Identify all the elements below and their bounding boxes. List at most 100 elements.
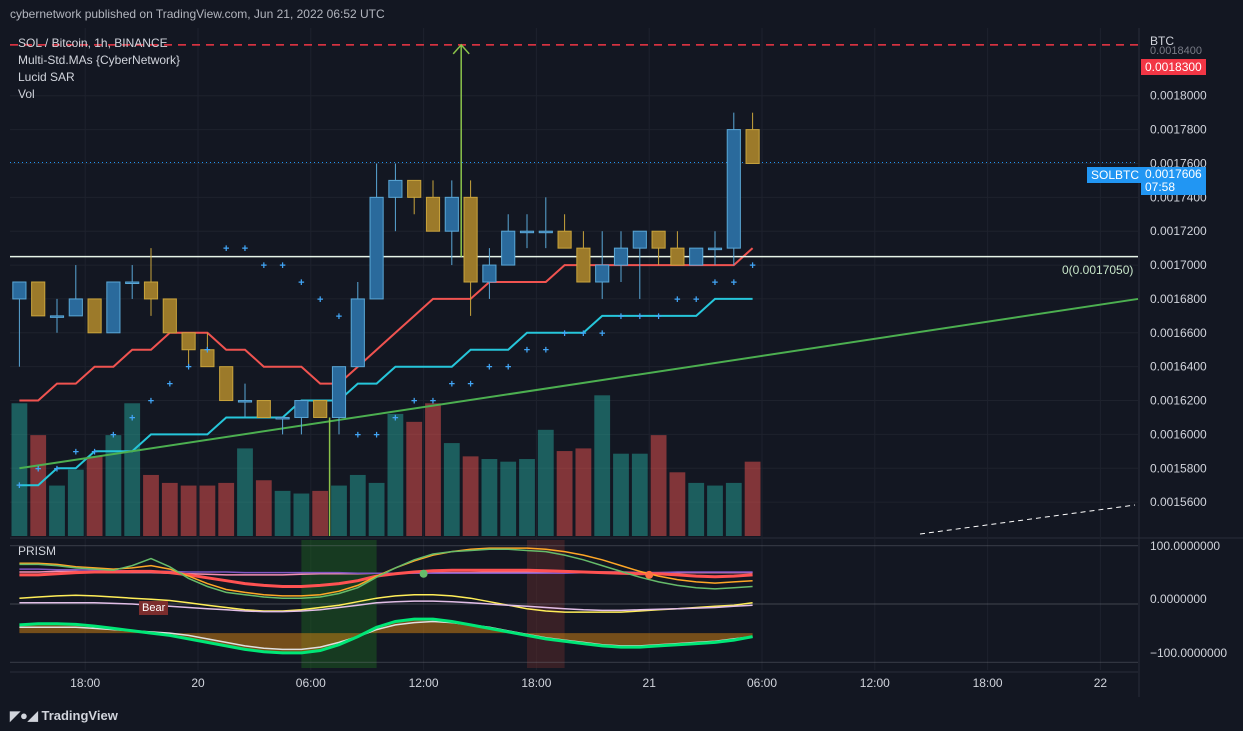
candle-body	[689, 247, 704, 266]
volume-bars	[11, 395, 761, 536]
candle-body	[143, 281, 159, 300]
sar-point: +	[129, 412, 135, 424]
candle-body	[463, 196, 478, 283]
sar-point: +	[505, 362, 511, 374]
volume-bar	[86, 456, 103, 536]
volume-bar	[406, 421, 423, 536]
price-tick-label: 0.0016000	[1150, 427, 1207, 441]
candle-body	[576, 247, 591, 283]
volume-bar	[180, 485, 197, 536]
candle-body	[707, 247, 723, 251]
sar-point: +	[298, 277, 304, 289]
candle-body	[726, 129, 741, 249]
moving-averages	[10, 43, 1139, 536]
legend-indicator-vol[interactable]: Vol	[18, 87, 35, 101]
candle-body	[12, 281, 27, 300]
sar-point: +	[712, 277, 718, 289]
candle-body	[557, 230, 572, 249]
price-axis-currency: BTC	[1150, 34, 1174, 48]
candle-body	[256, 400, 271, 418]
sar-point: +	[148, 396, 154, 408]
candle-body	[595, 264, 610, 283]
price-tick-label: 0.0016400	[1150, 360, 1207, 374]
candle-body	[482, 264, 497, 283]
volume-bar	[556, 451, 573, 536]
prism-title[interactable]: PRISM	[18, 544, 57, 558]
candle-body	[444, 196, 459, 232]
candle-body	[651, 230, 666, 249]
price-tick-label: 0.0015600	[1150, 495, 1207, 509]
time-tick-label: 18:00	[70, 676, 100, 690]
time-tick-label: 20	[191, 676, 205, 690]
sar-point: +	[167, 379, 173, 391]
volume-bar	[105, 435, 122, 536]
price-tick-label: 0.0015800	[1150, 461, 1207, 475]
volume-bar	[161, 482, 178, 536]
sar-point: +	[355, 429, 361, 441]
time-tick-label: 12:00	[860, 676, 890, 690]
volume-bar	[368, 482, 385, 536]
volume-bar	[293, 493, 310, 536]
sar-point: +	[430, 396, 436, 408]
projection-line	[919, 504, 1136, 535]
sar-point: +	[637, 311, 643, 323]
candle-body	[331, 366, 347, 418]
volume-bar	[481, 459, 498, 536]
sar-point: +	[110, 429, 116, 441]
candle-body	[181, 332, 196, 351]
sar-point: +	[242, 243, 248, 255]
countdown-value: 07:58	[1145, 180, 1176, 194]
volume-bar	[613, 453, 629, 536]
prism-line-bright-green	[19, 617, 753, 655]
candle-body	[125, 281, 140, 284]
volume-bar	[631, 453, 648, 536]
sar-point: +	[524, 345, 530, 357]
last-price-value: 0.0017606	[1145, 167, 1202, 181]
candle-body	[275, 416, 290, 420]
sar-point: +	[655, 311, 661, 323]
time-tick-label: 21	[643, 676, 657, 690]
legend-indicator-mas[interactable]: Multi-Std.MAs {CyberNetwork}	[18, 53, 181, 67]
sar-point: +	[674, 294, 680, 306]
volume-bar	[500, 461, 517, 536]
volume-bar	[387, 413, 404, 536]
volume-bar	[537, 429, 554, 536]
volume-bar	[650, 435, 667, 536]
logo-mark-icon: ◤●◢	[10, 708, 42, 723]
price-tick-label: 0.0018000	[1150, 89, 1207, 103]
legend-indicator-sar[interactable]: Lucid SAR	[18, 70, 75, 84]
axes: 0.0015600 0.0015800 0.0016000 0.0016200 0.00…	[70, 89, 1207, 690]
candle-body	[388, 179, 403, 198]
prism-line-red	[19, 568, 753, 588]
sar-point: +	[693, 294, 699, 306]
sar-points: + + + + + + + + + + + + + + + + + + + + + + + + + + + + + + + + + + + + + + + +	[16, 243, 756, 492]
candle-body	[49, 315, 65, 318]
volume-bar	[443, 443, 460, 536]
volume-bar	[725, 482, 742, 536]
candle-body	[369, 196, 384, 300]
volume-bar	[594, 395, 611, 536]
price-tick-label: 0.0016200	[1150, 394, 1207, 408]
sar-point: +	[373, 429, 379, 441]
sar-point: +	[543, 345, 549, 357]
volume-bar	[688, 482, 705, 536]
sar-point: +	[449, 379, 455, 391]
sar-point: +	[392, 412, 398, 424]
prism-marker	[419, 569, 428, 578]
candle-body	[31, 281, 46, 317]
price-tick-label: 0.0016600	[1150, 326, 1207, 340]
sar-point: +	[261, 260, 267, 272]
volume-bar	[425, 403, 441, 536]
fast-ma-line	[19, 247, 754, 402]
volume-bar	[707, 485, 723, 536]
candle-body	[501, 230, 516, 266]
legend-symbol[interactable]: SOL / Bitcoin, 1h, BINANCE	[18, 36, 168, 50]
price-tick-label: 0.0017600	[1150, 156, 1207, 170]
sar-point: +	[204, 345, 210, 357]
price-axis-top-cut: 0.0018400	[1150, 45, 1202, 57]
tradingview-logo[interactable]: ◤●◢ TradingView	[10, 708, 118, 724]
slow-ma-line	[19, 297, 753, 487]
time-tick-label: 18:00	[973, 676, 1003, 690]
volume-bar	[67, 469, 84, 536]
